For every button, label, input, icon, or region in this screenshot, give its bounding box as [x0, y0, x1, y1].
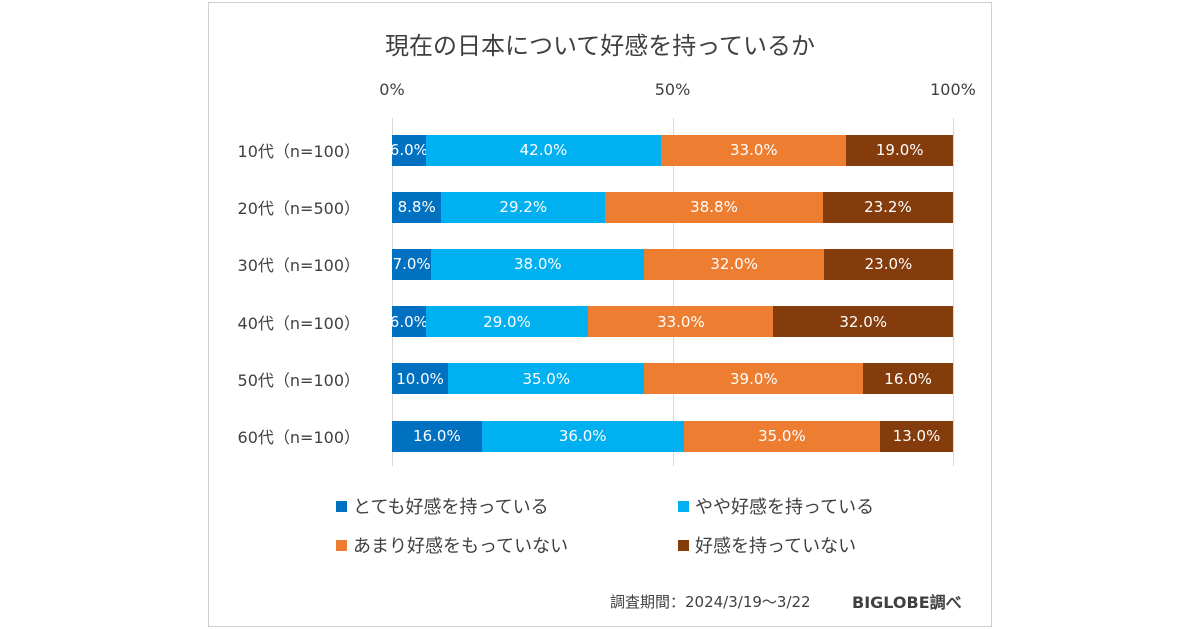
- data-label: 29.2%: [499, 198, 548, 217]
- legend-item: やや好感を持っている: [678, 493, 874, 519]
- legend-label: やや好感を持っている: [695, 497, 875, 518]
- legend-label: 好感を持っていない: [695, 536, 857, 557]
- gridline: [673, 118, 674, 466]
- bar-segment: 23.2%: [822, 191, 953, 223]
- survey-period: 調査期間：2024/3/19～3/22: [610, 593, 811, 611]
- bar-segment: 8.8%: [392, 191, 442, 223]
- category-label: 40代（n=100）: [237, 313, 360, 333]
- data-label: 6.0%: [389, 312, 428, 331]
- data-label: 36.0%: [558, 427, 607, 445]
- legend-swatch: [336, 500, 347, 512]
- bar-segment: 38.0%: [431, 248, 645, 280]
- category-label: 60代（n=100）: [237, 428, 360, 447]
- data-label: 29.0%: [483, 312, 531, 331]
- category-label: 20代（n=500）: [237, 199, 360, 219]
- data-label: 38.8%: [690, 198, 738, 217]
- x-tick-label: 0%: [379, 80, 405, 99]
- gridline: [953, 118, 954, 466]
- data-label: 23.0%: [864, 255, 913, 274]
- data-label: 32.0%: [710, 255, 759, 274]
- bar-segment: 16.0%: [863, 363, 953, 395]
- bar-segment: 38.8%: [605, 191, 823, 223]
- data-label: 10.0%: [396, 369, 444, 388]
- data-label: 35.0%: [522, 369, 571, 388]
- data-label: 33.0%: [730, 141, 778, 159]
- bar-segment: 33.0%: [588, 306, 774, 338]
- chart-title: 現在の日本について好感を持っているか: [384, 32, 816, 60]
- data-label: 42.0%: [519, 141, 568, 159]
- bar-segment: 29.2%: [441, 191, 606, 223]
- x-tick-label: 50%: [654, 80, 691, 99]
- bar-segment: 35.0%: [448, 363, 645, 395]
- x-tick-label: 100%: [930, 80, 976, 99]
- bar-segment: 39.0%: [644, 363, 864, 395]
- legend-item: とても好感を持っている: [336, 493, 549, 519]
- bar-segment: 33.0%: [661, 134, 847, 166]
- data-label: 38.0%: [514, 255, 562, 274]
- bar-segment: 35.0%: [683, 420, 881, 452]
- source-credit: BIGLOBE調べ: [852, 593, 962, 612]
- data-label: 19.0%: [875, 141, 924, 159]
- category-label: 10代（n=100）: [237, 142, 360, 161]
- data-label: 32.0%: [839, 312, 888, 331]
- bar-segment: 6.0%: [389, 306, 428, 338]
- legend-label: とても好感を持っている: [353, 497, 549, 518]
- data-label: 33.0%: [657, 312, 705, 331]
- bar-segment: 32.0%: [644, 248, 824, 280]
- bar-segment: 19.0%: [846, 134, 953, 166]
- legend-label: あまり好感をもっていない: [353, 536, 569, 557]
- bar-segment: 42.0%: [425, 134, 662, 166]
- gridline: [392, 118, 393, 466]
- category-label: 30代（n=100）: [237, 256, 360, 276]
- data-label: 13.0%: [892, 427, 941, 445]
- legend-swatch: [678, 500, 689, 512]
- data-label: 7.0%: [392, 255, 431, 274]
- data-label: 23.2%: [864, 198, 912, 217]
- data-label: 6.0%: [389, 141, 428, 159]
- legend-item: あまり好感をもっていない: [336, 532, 568, 558]
- legend-item: 好感を持っていない: [678, 532, 856, 558]
- bar-segment: 16.0%: [392, 420, 482, 452]
- data-label: 16.0%: [884, 369, 932, 388]
- data-label: 8.8%: [397, 198, 436, 217]
- bar-segment: 23.0%: [823, 248, 953, 280]
- bar-segment: 29.0%: [425, 306, 589, 338]
- data-label: 16.0%: [413, 427, 461, 445]
- data-label: 39.0%: [730, 369, 778, 388]
- category-label: 50代（n=100）: [237, 370, 360, 390]
- bar-segment: 10.0%: [392, 363, 449, 395]
- legend-swatch: [336, 539, 347, 551]
- bar-segment: 13.0%: [880, 420, 953, 452]
- data-label: 35.0%: [758, 427, 806, 445]
- bar-segment: 36.0%: [481, 420, 684, 452]
- legend-swatch: [678, 539, 689, 551]
- bar-segment: 6.0%: [389, 134, 428, 166]
- bar-segment: 7.0%: [392, 248, 432, 280]
- bar-segment: 32.0%: [773, 306, 953, 338]
